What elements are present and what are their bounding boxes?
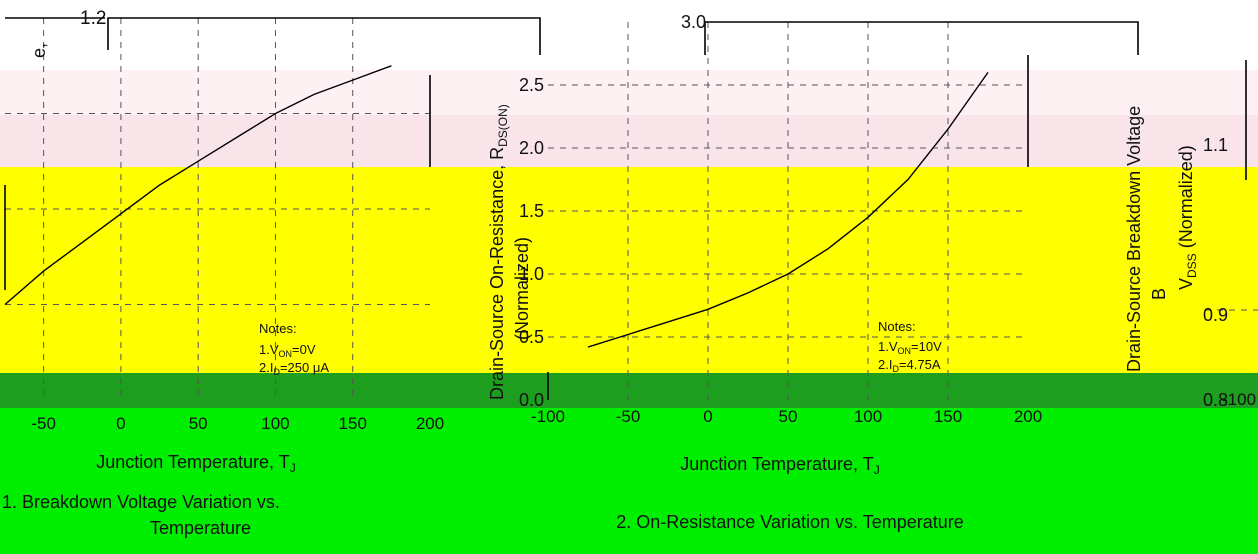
chart1-note-2: 2.ID=250 μA <box>259 360 329 377</box>
chart2-notes-heading: Notes: <box>878 319 916 334</box>
chart2-xtick-label: 200 <box>1014 407 1042 426</box>
band-pink-light <box>0 70 1258 115</box>
chart2-xtick-label: 100 <box>854 407 882 426</box>
chart3-y-tick-labels: 0.8 0.9 1.1 <box>1203 135 1228 410</box>
chart-on-resistance: 0.0 0.5 1.0 1.5 2.0 2.5 3.0 -100 -50 0 50 100 150 20… <box>487 12 1139 532</box>
chart1-x-tick-labels: -50 0 50 100 150 200 <box>31 414 444 433</box>
chart2-xtick-label: 150 <box>934 407 962 426</box>
chart1-ytick-top: 1.2 <box>80 8 106 29</box>
chart1-xtick-label: 100 <box>261 414 289 433</box>
chart1-title-line2: Temperature <box>150 518 251 538</box>
chart1-frame <box>4 17 541 290</box>
chart2-ytick-label: 3.0 <box>681 12 706 32</box>
chart3-ytick-label: 1.1 <box>1203 135 1228 155</box>
chart-breakdown-voltage: 1.2 e, -50 0 50 100 150 200 Junction Temperat… <box>2 8 541 538</box>
chart3-ytick-label: 0.8 <box>1203 390 1228 410</box>
chart1-ylabel-fragment: e, <box>29 43 49 58</box>
chart3-ylabel-prefix: B <box>1149 288 1169 300</box>
chart2-xlabel: Junction Temperature, TJ <box>680 454 879 477</box>
chart1-xtick-label: 200 <box>416 414 444 433</box>
chart2-ytick-label: 0.0 <box>519 390 544 410</box>
chart2-note-1: 1.VON=10V <box>878 339 942 356</box>
chart2-ytick-label: 1.0 <box>519 264 544 284</box>
chart2-y-tick-labels: 0.0 0.5 1.0 1.5 2.0 2.5 3.0 <box>519 12 706 410</box>
chart-breakdown-voltage-partial: 0.8 0.9 1.1 -100 Drain-Source Breakdown Vo… <box>1124 60 1258 410</box>
chart1-xtick-label: -50 <box>31 414 56 433</box>
chart2-ytick-label: 0.5 <box>519 327 544 347</box>
chart2-ytick-label: 2.5 <box>519 75 544 95</box>
chart3-ylabel: Drain-Source Breakdown Voltage <box>1124 106 1144 372</box>
chart2-ytick-label: 1.5 <box>519 201 544 221</box>
chart2-ytick-label: 2.0 <box>519 138 544 158</box>
chart1-xtick-label: 150 <box>339 414 367 433</box>
chart2-frame <box>547 21 1139 400</box>
chart2-note-2: 2.ID=4.75A <box>878 357 941 374</box>
chart1-notes-heading: Notes: <box>259 321 297 336</box>
chart3-xtick-first: -100 <box>1222 390 1256 409</box>
chart2-ylabel2: (Normalized) <box>512 237 532 340</box>
chart2-x-tick-labels: -100 -50 0 50 100 150 200 <box>531 407 1042 426</box>
chart1-xlabel: Junction Temperature, TJ <box>96 452 295 475</box>
chart2-xtick-label: 50 <box>779 407 798 426</box>
chart1-xtick-label: 50 <box>189 414 208 433</box>
chart2-grid <box>548 22 1028 400</box>
band-yellow <box>0 167 1258 373</box>
band-dark-green <box>0 373 1258 408</box>
chart2-series-line <box>587 71 989 348</box>
chart2-ylabel: Drain-Source On-Resistance, RDS(ON) <box>487 104 510 400</box>
chart1-xtick-label: 0 <box>116 414 125 433</box>
chart1-top-border <box>107 17 541 55</box>
chart1-series-line <box>4 65 392 306</box>
chart3-frame <box>1205 60 1258 311</box>
chart2-xtick-label: -50 <box>616 407 641 426</box>
chart2-title: 2. On-Resistance Variation vs. Temperatu… <box>616 512 964 532</box>
chart3-ylabel2: VDSS (Normalized) <box>1176 145 1199 290</box>
chart1-title-line1: 1. Breakdown Voltage Variation vs. <box>2 492 280 512</box>
chart1-note-1: 1.VON=0V <box>259 342 316 359</box>
chart3-ytick-label: 0.9 <box>1203 305 1228 325</box>
chart2-xtick-label: -100 <box>531 407 565 426</box>
band-pink <box>0 115 1258 167</box>
chart2-xtick-label: 0 <box>703 407 712 426</box>
band-bright-green <box>0 408 1258 554</box>
chart1-grid <box>5 18 430 400</box>
chart2-top-border <box>704 21 1139 55</box>
